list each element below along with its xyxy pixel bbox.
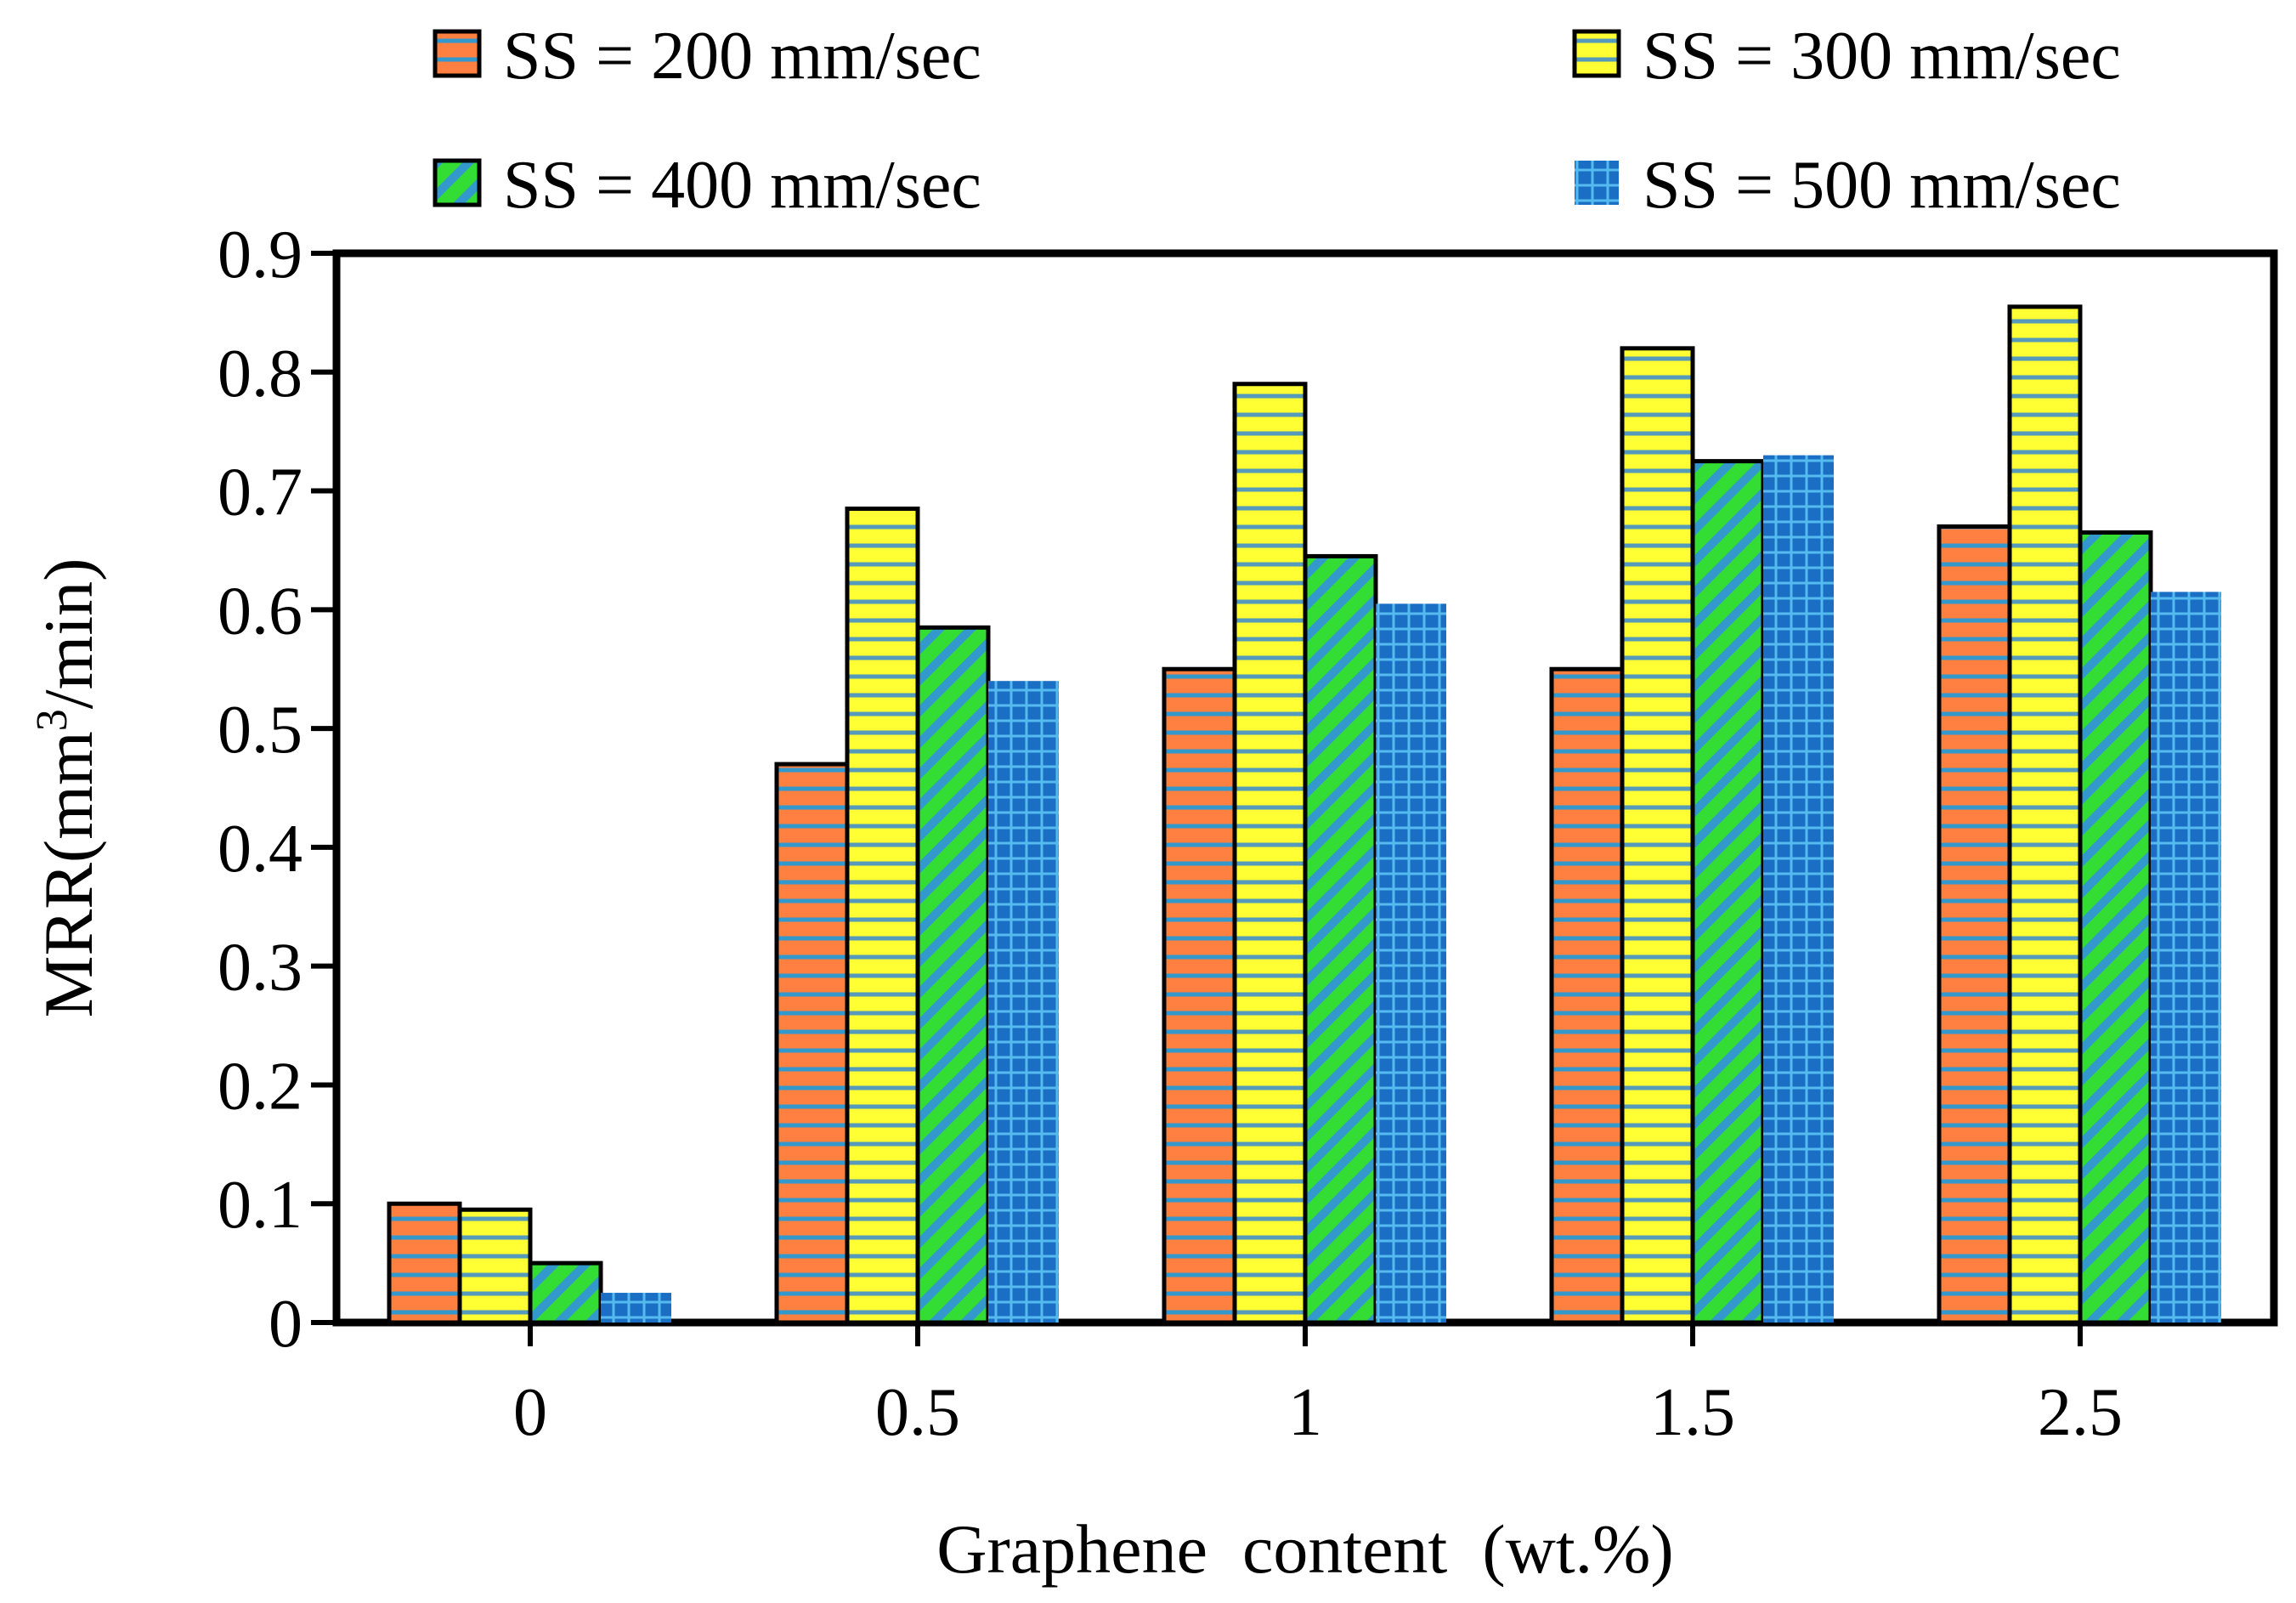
legend: SS = 200 mm/sec SS = 300 mm/sec SS = 400… bbox=[433, 19, 2121, 223]
bar-series-1-cat-2 bbox=[774, 762, 850, 1325]
bar-series-3-cat-3 bbox=[1303, 553, 1378, 1325]
legend-item-ss-400: SS = 400 mm/sec bbox=[433, 148, 981, 223]
legend-label-ss-300: SS = 300 mm/sec bbox=[1643, 19, 2121, 93]
bar-series-3-cat-2 bbox=[915, 625, 991, 1325]
legend-label-ss-200: SS = 200 mm/sec bbox=[503, 19, 981, 93]
y-tick-label: 0.6 bbox=[218, 574, 303, 649]
y-axis-title-suffix: /min) bbox=[30, 558, 107, 710]
legend-label-ss-500: SS = 500 mm/sec bbox=[1643, 148, 2121, 223]
y-tick-label: 0.1 bbox=[218, 1168, 303, 1243]
bar-series-1-cat-5 bbox=[1937, 524, 2012, 1325]
bar-series-1-cat-3 bbox=[1162, 666, 1237, 1325]
legend-swatch-ss-400 bbox=[433, 158, 482, 207]
bar-series-2-cat-5 bbox=[2007, 304, 2083, 1325]
bar-series-4-cat-4 bbox=[1763, 455, 1834, 1323]
legend-item-ss-300: SS = 300 mm/sec bbox=[1572, 19, 2121, 93]
x-tick-label: 0 bbox=[513, 1375, 547, 1450]
bar-series-4-cat-5 bbox=[2151, 592, 2221, 1323]
bar-series-2-cat-2 bbox=[845, 507, 920, 1325]
bar-series-3-cat-5 bbox=[2078, 530, 2153, 1325]
bar-series-2-cat-3 bbox=[1232, 382, 1308, 1325]
legend-swatch-ss-300 bbox=[1572, 29, 1621, 78]
bar-series-4-cat-3 bbox=[1376, 603, 1446, 1323]
x-tick-label: 0.5 bbox=[875, 1375, 960, 1450]
y-axis-title-superscript: 3 bbox=[28, 709, 76, 731]
bar-series-3-cat-4 bbox=[1690, 459, 1766, 1325]
bar-series-2-cat-4 bbox=[1620, 346, 1695, 1325]
bar-series-2-cat-1 bbox=[457, 1207, 533, 1325]
y-tick-label: 0.3 bbox=[218, 931, 303, 1005]
bar-series-4-cat-1 bbox=[601, 1293, 671, 1323]
legend-item-ss-200: SS = 200 mm/sec bbox=[433, 19, 981, 93]
bar-series-3-cat-1 bbox=[528, 1260, 603, 1325]
bar-series-1-cat-1 bbox=[387, 1201, 462, 1325]
y-tick-label: 0.4 bbox=[218, 812, 303, 886]
y-tick-label: 0.8 bbox=[218, 337, 303, 411]
bar-series-1-cat-4 bbox=[1549, 666, 1625, 1325]
y-tick-label: 0.5 bbox=[218, 693, 303, 768]
x-tick-label: 1.5 bbox=[1650, 1375, 1735, 1450]
y-axis-title-prefix: MRR(mm bbox=[30, 731, 107, 1017]
y-tick-label: 0.7 bbox=[218, 456, 303, 530]
legend-swatch-ss-200 bbox=[433, 29, 482, 78]
x-tick-label: 1 bbox=[1288, 1375, 1322, 1450]
bars bbox=[387, 304, 2221, 1325]
y-axis-title: MRR(mm3/min) bbox=[28, 558, 107, 1018]
y-tick-label: 0.9 bbox=[218, 218, 303, 292]
legend-item-ss-500: SS = 500 mm/sec bbox=[1575, 148, 2121, 223]
legend-label-ss-400: SS = 400 mm/sec bbox=[503, 148, 981, 223]
y-tick-label: 0 bbox=[269, 1287, 303, 1362]
y-tick-label: 0.2 bbox=[218, 1049, 303, 1124]
x-tick-label: 2.5 bbox=[2038, 1375, 2123, 1450]
x-axis: 0 0.5 1 1.5 2.5 bbox=[513, 1323, 2123, 1450]
bar-series-4-cat-2 bbox=[988, 681, 1059, 1323]
legend-swatch-ss-500 bbox=[1575, 161, 1619, 205]
y-axis: 0 0.1 0.2 0.3 0.4 0.5 0.6 0.7 0.8 0.9 bbox=[218, 218, 336, 1362]
x-axis-title: Graphene content (wt.%) bbox=[936, 1510, 1674, 1588]
